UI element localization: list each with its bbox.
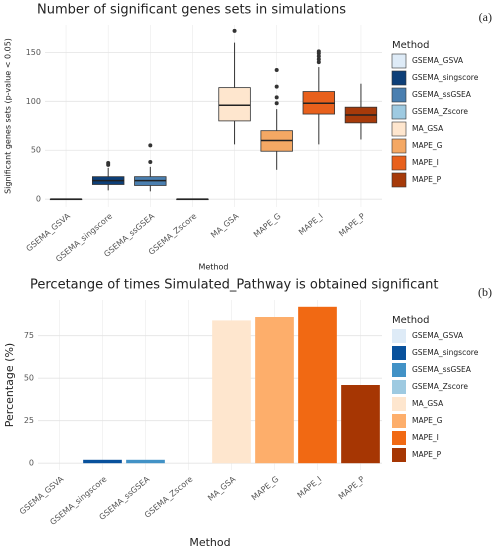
outlier	[316, 49, 321, 54]
legend-label: GSEMA_ssGSEA	[412, 365, 472, 374]
y-tick-label: 25	[24, 416, 34, 425]
legend-key	[392, 397, 406, 411]
legend-key	[391, 172, 407, 188]
bar	[255, 317, 294, 464]
x-tick-label: MAPE_I	[297, 212, 325, 237]
bar	[212, 320, 251, 464]
legend-label: MAPE_I	[412, 158, 439, 167]
outlier	[148, 143, 153, 148]
legend-label: GSEMA_singscore	[412, 73, 479, 82]
legend-key	[391, 70, 407, 86]
x-axis-label: Method	[189, 536, 230, 549]
legend-label: GSEMA_ssGSEA	[412, 90, 472, 99]
bar	[83, 459, 122, 464]
x-tick-label: MAPE_P	[337, 474, 367, 501]
legend-key	[391, 104, 407, 120]
legend-label: MAPE_I	[412, 433, 439, 442]
y-tick-label: 0	[29, 459, 34, 468]
legend-key	[392, 431, 406, 445]
y-axis-label: Significant genes sets (p-value < 0.05)	[4, 38, 13, 194]
legend-key	[391, 53, 407, 69]
y-tick-label: 50	[31, 146, 41, 155]
outlier	[316, 54, 321, 59]
legend-label: MAPE_P	[412, 175, 442, 184]
outlier	[274, 95, 279, 100]
legend-title: Method	[392, 40, 430, 51]
y-tick-label: 100	[26, 97, 41, 106]
legend-label: GSEMA_Zscore	[412, 382, 468, 391]
legend-key	[392, 346, 406, 360]
legend-label: MAPE_G	[412, 141, 443, 150]
outlier	[232, 28, 237, 33]
x-tick-label: GSEMA_GSVA	[18, 474, 66, 516]
x-tick-label: MA_GSA	[209, 211, 241, 240]
legend-key	[392, 448, 406, 462]
y-tick-label: 75	[24, 331, 34, 340]
outlier	[274, 101, 279, 106]
y-tick-label: 50	[24, 374, 34, 383]
legend-label: MAPE_G	[412, 416, 443, 425]
legend-key	[392, 414, 406, 428]
panel-label: (b)	[478, 285, 492, 299]
legend-label: GSEMA_singscore	[412, 348, 479, 357]
y-tick-label: 150	[26, 48, 41, 57]
chart-title: Number of significant genes sets in simu…	[37, 3, 346, 18]
legend-key	[391, 121, 407, 137]
x-tick-label: MAPE_P	[337, 211, 367, 238]
legend-label: GSEMA_GSVA	[412, 331, 464, 340]
legend-key	[391, 155, 407, 171]
box	[218, 87, 251, 122]
x-tick-label: MAPE_G	[252, 212, 283, 240]
legend-key	[391, 138, 407, 154]
outlier	[106, 160, 111, 165]
bar	[298, 306, 337, 464]
outlier	[316, 57, 321, 62]
legend-label: GSEMA_Zscore	[412, 107, 468, 116]
panel-label: (a)	[479, 10, 492, 24]
legend-label: GSEMA_GSVA	[412, 56, 464, 65]
outlier	[316, 60, 321, 65]
outlier	[274, 84, 279, 89]
legend-key	[392, 329, 406, 343]
bar	[341, 385, 380, 464]
y-axis-label: Percentage (%)	[3, 343, 16, 427]
legend-title: Method	[392, 315, 430, 326]
y-tick-label: 0	[36, 195, 41, 204]
chart-title: Percetange of times Simulated_Pathway is…	[30, 278, 439, 293]
legend-label: MA_GSA	[412, 124, 444, 133]
x-tick-label: MAPE_G	[250, 475, 281, 503]
outlier	[148, 159, 153, 164]
legend-key	[391, 87, 407, 103]
legend-label: MAPE_P	[412, 450, 442, 459]
x-tick-label: MA_GSA	[206, 474, 238, 503]
legend-key	[392, 363, 406, 377]
legend-label: MA_GSA	[412, 399, 444, 408]
bar	[126, 459, 165, 464]
outlier	[274, 68, 279, 73]
x-axis-label: Method	[198, 263, 228, 272]
x-tick-label: MAPE_I	[296, 475, 324, 500]
legend-key	[392, 380, 406, 394]
